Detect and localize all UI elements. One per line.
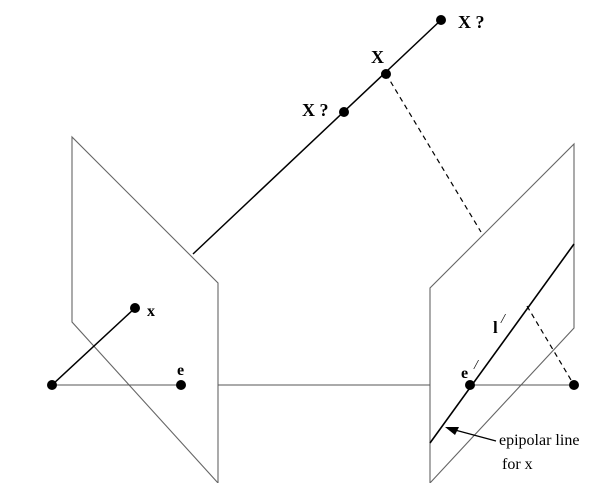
label-X-far: X ?: [458, 12, 485, 32]
label-x: x: [147, 303, 155, 320]
label-l-prime-mark: /: [500, 312, 506, 327]
label-X: X: [371, 47, 384, 67]
left-camera-center-point: [47, 380, 57, 390]
world-point-X: [381, 69, 391, 79]
candidate-point-near: [339, 107, 349, 117]
right-camera-center-point: [569, 380, 579, 390]
annotation-arrow-head: [445, 427, 459, 435]
projection-X-to-right-camera-upper: [385, 73, 482, 233]
epipole-e-point: [176, 380, 186, 390]
label-l-prime-letter: l: [493, 318, 498, 337]
annotation-for-x-text: for x: [502, 456, 533, 473]
label-e-prime-mark: /: [473, 358, 479, 373]
annotation-epipolar-line-text: epipolar line: [499, 432, 579, 449]
candidate-point-far: [436, 15, 446, 25]
backprojected-ray-lower: [51, 307, 136, 386]
right-image-plane: [429, 142, 575, 483]
projection-X-to-right-camera-lower: [526, 305, 575, 386]
epipole-e-prime-point: [465, 380, 475, 390]
annotation-arrow-shaft: [454, 429, 497, 442]
label-e: e: [177, 362, 184, 379]
image-point-x: [130, 303, 140, 313]
backprojected-ray-upper: [192, 19, 442, 255]
epipolar-line-l-prime: [429, 243, 575, 444]
left-image-plane: [71, 135, 219, 483]
label-X-near: X ?: [302, 100, 329, 120]
label-e-prime-letter: e: [461, 365, 468, 382]
